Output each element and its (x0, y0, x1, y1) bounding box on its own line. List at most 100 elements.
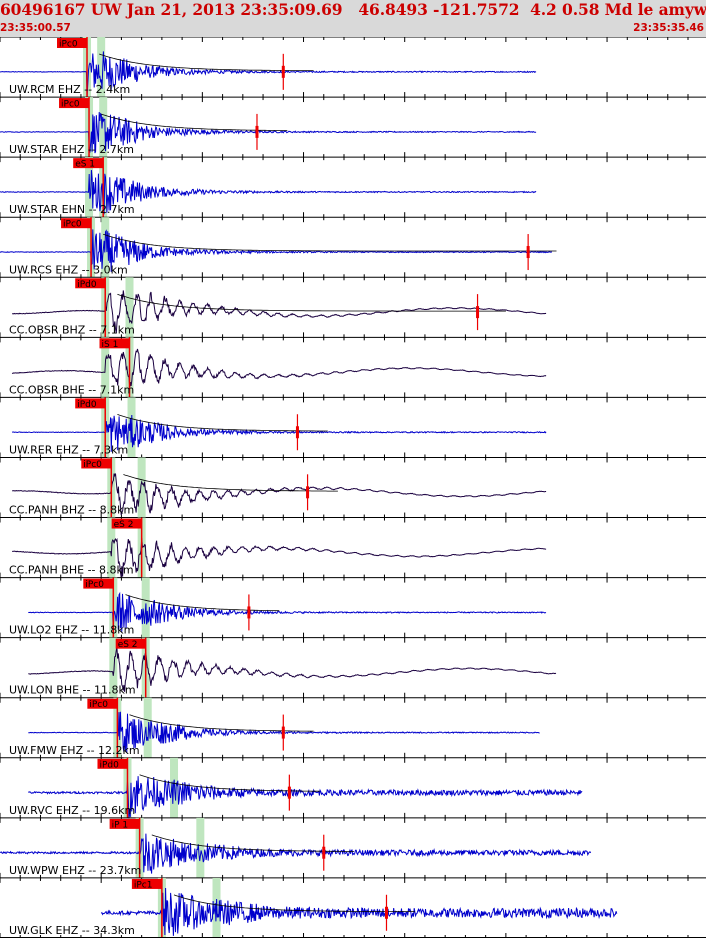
waveform (0, 833, 592, 874)
phase-label: iPd0 (99, 760, 119, 770)
p-window (109, 637, 118, 698)
amplitude-marker (322, 846, 326, 859)
s-window (125, 277, 134, 338)
amplitude-marker (384, 906, 388, 919)
coda-fit (117, 293, 506, 312)
trace-row: eS 1 UW.STAR EHN -- 2.7km (0, 156, 706, 218)
station-label: UW.STAR EHN -- 2.7km (9, 203, 135, 216)
phase-label: iPc0 (59, 40, 78, 50)
trace-row: iPc0 UW.RCS EHZ -- 3.0km (0, 216, 706, 278)
trace-row: iPd0 UW.RVC EHZ -- 19.6km (0, 757, 706, 819)
trace-row: iPd0 CC.OBSR BHZ -- 7.1km (0, 276, 706, 338)
waveform (0, 169, 537, 215)
trace-row: iPc1 UW.GLK EHZ -- 34.3km (0, 877, 706, 938)
coda-fit (139, 774, 320, 792)
station-label: UW.RCM EHZ -- 2.4km (9, 83, 130, 96)
phase-label-box (75, 278, 106, 289)
phase-label-box (97, 758, 128, 769)
station-label: UW.LO2 EHZ -- 11.8km (9, 624, 134, 637)
phase-label-box (99, 338, 130, 349)
phase-label-box (111, 518, 142, 529)
phase-label-box (59, 98, 90, 109)
phase-label: iPc1 (134, 880, 153, 890)
amplitude-marker (476, 306, 480, 319)
phase-label: eS 2 (118, 640, 138, 650)
phase-label-box (131, 878, 162, 889)
waveform (28, 591, 547, 632)
phase-label: iPc0 (89, 700, 108, 710)
station-label: UW.STAR EHZ -- 2.7km (9, 143, 134, 156)
waveform (11, 414, 547, 452)
phase-label-box (75, 398, 106, 409)
amplitude-marker (281, 726, 285, 739)
amplitude-marker (247, 606, 251, 619)
phase-label: iPd0 (77, 400, 97, 410)
trace-row: iS 1 CC.OBSR BHE -- 7.1km (0, 336, 706, 398)
trace-row: iPc0 CC.PANH BHZ -- 8.8km (0, 456, 706, 518)
phase-label-box (73, 158, 104, 169)
station-label: UW.RVC EHZ -- 19.6km (9, 804, 135, 817)
station-label: UW.GLK EHZ -- 34.3km (9, 924, 135, 937)
s-window (196, 817, 205, 878)
station-label: UW.RCS EHZ -- 3.0km (9, 263, 128, 276)
amplitude-marker (255, 125, 259, 138)
phase-label: eS 1 (75, 160, 95, 170)
amplitude-marker (281, 65, 285, 78)
waveform (0, 51, 537, 97)
station-label: UW.FMW EHZ -- 12.2km (9, 744, 140, 757)
phase-label-box (83, 578, 114, 589)
s-window (97, 37, 106, 98)
phase-label: iPc0 (83, 460, 102, 470)
coda-fit (117, 414, 328, 432)
waveform (27, 776, 583, 819)
station-label: CC.OBSR BHE -- 7.1km (9, 383, 134, 396)
coda-fit (151, 834, 355, 852)
amplitude-marker (287, 786, 291, 799)
coda-fit (99, 53, 314, 71)
trace-row: iPd0 UW.RER EHZ -- 7.3km (0, 396, 706, 458)
time-end-label: 23:35:35.46 (633, 22, 704, 34)
phase-label: iS 1 (102, 340, 119, 350)
phase-label: iPc0 (85, 580, 104, 590)
coda-fit (123, 474, 338, 492)
phase-label: iPd0 (77, 280, 97, 290)
amplitude-marker (306, 486, 310, 499)
event-title: 60496167 UW Jan 21, 2013 23:35:09.69 46.… (0, 0, 706, 19)
phase-label-box (109, 818, 140, 829)
waveform (100, 887, 618, 936)
trace-row: iP 1 UW.WPW EHZ -- 23.7km (0, 817, 706, 878)
s-window (137, 457, 146, 518)
amplitude-marker (526, 246, 530, 259)
trace-row: iPc0 UW.RCM EHZ -- 2.4km (0, 37, 706, 98)
s-window (143, 697, 152, 758)
coda-fit (103, 233, 557, 252)
coda-fit (125, 594, 280, 612)
phase-label-box (87, 698, 118, 709)
phase-label-box (61, 218, 92, 229)
station-label: UW.WPW EHZ -- 23.7km (9, 864, 141, 877)
s-window (170, 757, 179, 818)
amplitude-marker (295, 426, 299, 439)
station-label: CC.OBSR BHZ -- 7.1km (9, 323, 135, 336)
waveform (11, 290, 547, 334)
trace-row: iPc0 UW.STAR EHZ -- 2.7km (0, 96, 706, 158)
waveform (0, 229, 553, 272)
waveform (12, 537, 547, 578)
station-label: UW.LON BHE -- 11.8km (9, 684, 136, 697)
trace-row: iPc0 UW.FMW EHZ -- 12.2km (0, 697, 706, 758)
phase-label: iPc0 (63, 220, 82, 230)
trace-row: iPc0 UW.LO2 EHZ -- 11.8km (0, 577, 706, 638)
event-header: 60496167 UW Jan 21, 2013 23:35:09.69 46.… (0, 0, 706, 37)
phase-label-box (57, 38, 88, 48)
phase-label: eS 2 (114, 520, 134, 530)
station-label: CC.PANH BHZ -- 8.8km (9, 504, 134, 517)
seismogram-plot: iPc0 UW.RCM EHZ -- 2.4km iPc0 UW.STAR EHZ -… (0, 37, 706, 938)
phase-label-box (115, 638, 146, 649)
waveform (28, 646, 557, 692)
waveform (11, 348, 547, 388)
station-label: UW.RER EHZ -- 7.3km (9, 443, 128, 456)
station-label: CC.PANH BHE -- 8.8km (9, 564, 134, 577)
trace-row: eS 2 CC.PANH BHE -- 8.8km (0, 517, 706, 578)
time-start-label: 23:35:00.57 (0, 22, 71, 34)
s-window (99, 97, 108, 158)
